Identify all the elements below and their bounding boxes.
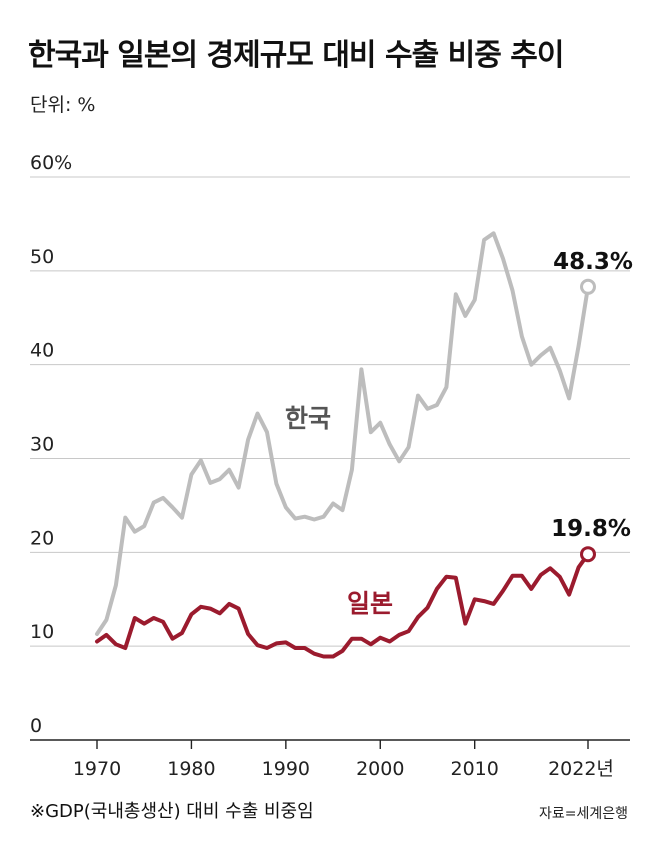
unit-label: 단위: % [30, 94, 96, 116]
series-label: 일본 [347, 589, 393, 618]
x-tick-label: 2000 [356, 758, 404, 780]
y-tick-label: 50 [30, 246, 54, 268]
y-tick-label: 0 [30, 715, 42, 737]
y-tick-label: 20 [30, 527, 54, 549]
source-note: 자료=세계은행 [538, 806, 628, 822]
grid-lines [30, 176, 630, 741]
footnote: ※GDP(국내총생산) 대비 수출 비중임 [30, 801, 314, 822]
x-tick-label: 2022년 [548, 758, 614, 780]
end-value-label: 48.3% [553, 249, 633, 275]
y-tick-label: 40 [30, 340, 54, 362]
x-tick-label: 2010 [451, 758, 499, 780]
end-marker [580, 546, 596, 563]
y-axis-ticks: 60% 50 40 30 20 10 0 [30, 152, 72, 737]
x-tick-label: 1970 [73, 758, 121, 780]
series-label: 한국 [285, 404, 331, 433]
end-value-label: 19.8% [551, 516, 631, 542]
y-tick-label: 30 [30, 434, 54, 456]
y-tick-label: 60% [30, 152, 72, 174]
chart-title: 한국과 일본의 경제규모 대비 수출 비중 추이 [28, 38, 564, 73]
x-axis-ticks: 1970 1980 1990 2000 2010 2022년 [73, 740, 614, 780]
x-tick-label: 1980 [167, 758, 215, 780]
y-tick-label: 10 [30, 621, 54, 643]
end-marker [580, 278, 596, 295]
series-labels: 48.3% 한국 19.8% 일본 [285, 249, 633, 618]
series-line-japan [95, 552, 590, 659]
x-tick-label: 1990 [262, 758, 310, 780]
series-lines [95, 231, 596, 659]
